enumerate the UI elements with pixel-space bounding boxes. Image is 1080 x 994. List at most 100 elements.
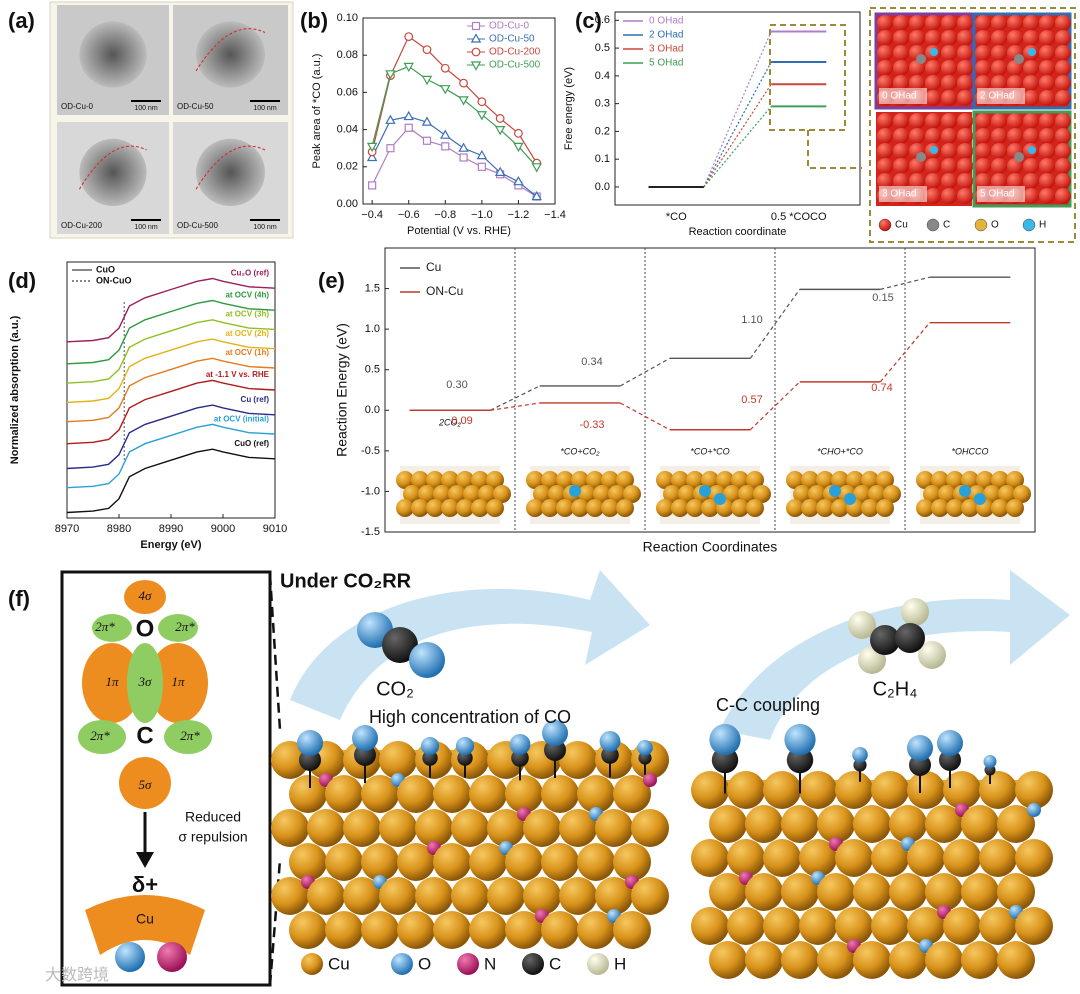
o-atom xyxy=(852,747,868,763)
o-atom xyxy=(877,15,893,31)
c-atom xyxy=(1014,152,1024,162)
cu-atom xyxy=(846,471,864,489)
title: Under CO₂RR xyxy=(280,570,412,592)
cu-atom xyxy=(505,843,543,881)
cu-atom xyxy=(578,485,596,503)
x-tick-label: 9010 xyxy=(263,523,287,535)
adsorbate xyxy=(844,493,856,505)
caption: Reduced xyxy=(185,809,241,825)
cu-atom xyxy=(471,499,489,517)
o-atom xyxy=(893,15,909,31)
o-atom xyxy=(957,173,973,189)
o-atom xyxy=(637,740,653,756)
orbital-label: 4σ xyxy=(139,588,153,603)
series-line xyxy=(66,277,276,343)
flow-arrow xyxy=(720,570,1070,740)
marker xyxy=(441,142,450,151)
o-atom xyxy=(975,143,991,159)
connector xyxy=(620,357,670,387)
marker xyxy=(421,75,433,86)
cu-atom xyxy=(1015,839,1053,877)
o-atom xyxy=(1039,60,1055,76)
cu-atom xyxy=(889,873,927,911)
o-atom xyxy=(455,737,475,756)
o-atom xyxy=(991,60,1007,76)
category-label: *CO+*CO xyxy=(690,446,729,456)
plot-frame xyxy=(384,247,1036,533)
o-atom xyxy=(1023,188,1039,204)
o-atom xyxy=(941,188,957,204)
cu-atom xyxy=(916,471,934,489)
o-atom xyxy=(941,45,957,61)
cu-atom xyxy=(923,485,941,503)
legend-label: H xyxy=(1039,220,1046,231)
x-tick-label: −0.6 xyxy=(398,209,420,221)
image-label: OD-Cu-500 xyxy=(177,221,218,230)
cu-atom xyxy=(871,907,909,945)
cu-atom xyxy=(943,771,981,809)
annotation: -0.33 xyxy=(579,419,604,431)
cu-atom xyxy=(671,499,689,517)
cu-atom xyxy=(426,499,444,517)
cu-atom xyxy=(799,907,837,945)
cu-atom xyxy=(731,499,749,517)
orbital xyxy=(164,720,212,754)
cu-atom xyxy=(486,499,504,517)
cu-atom xyxy=(608,485,626,503)
marker xyxy=(366,142,378,153)
cu-atom xyxy=(853,805,891,843)
series-line xyxy=(66,379,276,445)
orbital-label: 2π* xyxy=(180,728,200,743)
o-atom xyxy=(957,15,973,31)
cu-atom xyxy=(831,499,849,517)
cu-atom xyxy=(961,873,999,911)
y-tick-label: 0.00 xyxy=(337,198,358,210)
o-atom xyxy=(991,30,1007,46)
cu-atom xyxy=(961,471,979,489)
cu-atom xyxy=(533,485,551,503)
cu-atom xyxy=(701,471,719,489)
plot-frame xyxy=(66,261,276,519)
cu-atom xyxy=(397,911,435,949)
o-atom xyxy=(957,113,973,129)
cu-atom xyxy=(613,911,651,949)
cu-atom xyxy=(907,839,945,877)
o-atom xyxy=(925,188,941,204)
outline xyxy=(195,28,266,72)
cu-atom xyxy=(727,907,765,945)
caption: High concentration of CO xyxy=(369,707,571,727)
orbital xyxy=(92,614,132,642)
o-atom xyxy=(1055,75,1071,91)
o-atom xyxy=(877,30,893,46)
cu-atom xyxy=(799,839,837,877)
cu-atom xyxy=(691,839,729,877)
o-atom xyxy=(1039,113,1055,129)
cu-atom xyxy=(526,499,544,517)
surface-model xyxy=(656,466,771,524)
marker xyxy=(404,32,414,41)
adsorbate xyxy=(699,485,711,497)
orbital xyxy=(119,757,171,809)
cu-atom xyxy=(943,839,981,877)
adsorbate xyxy=(974,493,986,505)
cu-atom xyxy=(691,907,729,945)
connector xyxy=(703,31,772,188)
cu-atom xyxy=(808,485,826,503)
o-atom xyxy=(991,128,1007,144)
panel-label: (b) xyxy=(300,8,328,33)
orbital-label: 2π* xyxy=(95,619,115,634)
cu-atom xyxy=(786,499,804,517)
cu-atom xyxy=(691,771,729,809)
cu-atom xyxy=(817,805,855,843)
y-tick-label: -1.0 xyxy=(361,485,380,497)
o-atom xyxy=(1023,113,1039,129)
cu-atom xyxy=(907,907,945,945)
y-tick-label: 0.4 xyxy=(595,70,610,82)
o-atom xyxy=(957,75,973,91)
series-line xyxy=(371,115,538,198)
o-atom xyxy=(893,158,909,174)
legend-label: OD-Cu-200 xyxy=(489,47,541,58)
cu-atom xyxy=(505,775,543,813)
cu-atom xyxy=(379,877,417,915)
cu-atom xyxy=(979,771,1017,809)
